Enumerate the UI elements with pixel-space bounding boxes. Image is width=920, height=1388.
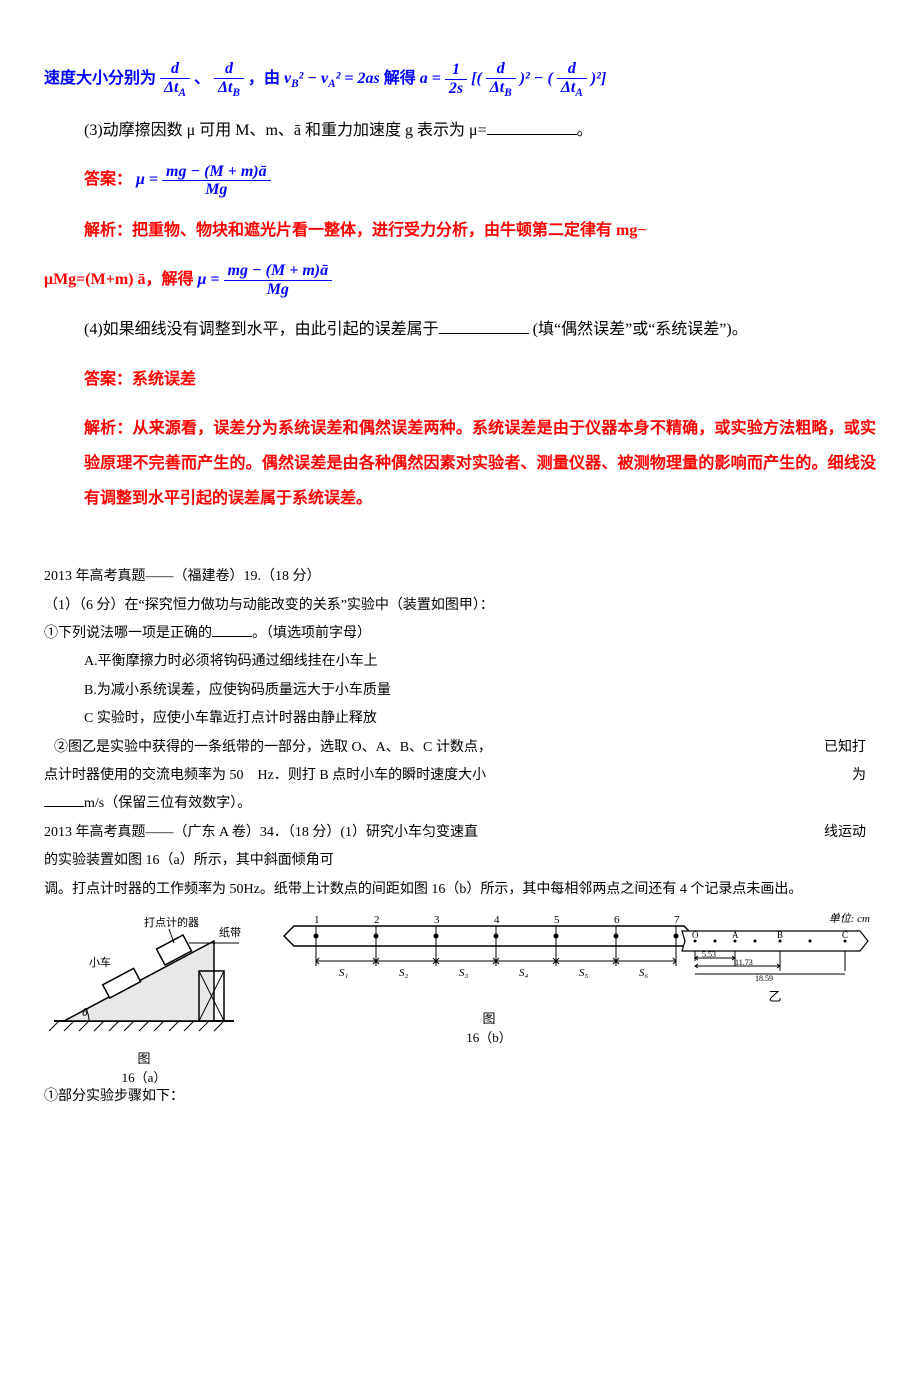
tape-label: 纸带	[219, 926, 241, 939]
frac-mu-2: mg − (M + m)ā Mg	[224, 262, 333, 298]
analysis-3: 解析：把重物、物块和遮光片看一整体，进行受力分析，由牛顿第二定律有 mg−	[44, 213, 876, 248]
txt: ，由	[248, 70, 280, 87]
frac-d-dtB-2: d ΔtB	[486, 60, 516, 99]
eq: vB² − vA² = 2as	[284, 70, 384, 87]
opt-b: B.为减小系统误差，应使钩码质量远大于小车质量	[44, 680, 876, 702]
h2b: 的实验装置如图 16（a）所示，其中斜面倾角可	[44, 850, 876, 872]
svg-text:S₆: S₆	[639, 967, 649, 979]
svg-text:6: 6	[614, 914, 620, 926]
incline-svg: 打点计的器 小车 纸带 θ	[44, 911, 244, 1041]
svg-text:3: 3	[434, 914, 440, 926]
section-2013: 2013 年高考真题——（福建卷）19.（18 分） （1）（6 分）在“探究恒…	[44, 566, 876, 1108]
question-4: (4)如果细线没有调整到水平，由此引起的误差属于 (填“偶然误差”或“系统误差”…	[44, 312, 876, 347]
svg-text:11.73: 11.73	[735, 958, 753, 967]
q2-line1: ②图乙是实验中获得的一条纸带的一部分，选取 O、A、B、C 计数点， 已知打	[44, 737, 876, 759]
svg-text:1: 1	[314, 914, 320, 926]
timer-label: 打点计的器	[144, 915, 199, 929]
fig-b-label: 图 16（b）	[274, 1008, 704, 1046]
svg-text:S₂: S₂	[399, 967, 409, 979]
svg-text:S₁: S₁	[339, 967, 349, 979]
tape-yi-svg: O A B C 5.53 11.73 18.59	[680, 926, 870, 986]
blank-speed	[44, 806, 84, 807]
blank-choice	[212, 636, 252, 637]
figure-16a: 打点计的器 小车 纸带 θ 图 16（a）	[44, 911, 244, 1086]
frac-d-dtB: d ΔtB	[214, 60, 244, 99]
question-3: (3)动摩擦因数 μ 可用 M、m、ā 和重力加速度 g 表示为 μ=。	[44, 113, 876, 148]
blank-error	[439, 333, 529, 334]
fig-a-label: 图 16（a）	[44, 1048, 244, 1086]
svg-text:18.59: 18.59	[755, 974, 773, 983]
svg-text:S₃: S₃	[459, 967, 469, 979]
q2-line3: m/s（保留三位有效数字）。	[44, 793, 876, 815]
frac-d-dtA-2: d ΔtA	[557, 60, 587, 99]
svg-text:C: C	[842, 930, 848, 940]
frac-d-dtA: d ΔtA	[160, 60, 190, 99]
svg-text:S₄: S₄	[519, 967, 529, 979]
step-1: ①部分实验步骤如下：	[44, 1086, 876, 1108]
opt-c: C 实验时，应使小车靠近打点计时器由静止释放	[44, 708, 876, 730]
q2-line2: 点计时器使用的交流电频率为 50 Hz．则打 B 点时小车的瞬时速度大小 为	[44, 765, 876, 787]
h2c: 调。打点计时器的工作频率为 50Hz。纸带上计数点的间距如图 16（b）所示，其…	[44, 879, 876, 901]
svg-text:5: 5	[554, 914, 560, 926]
heading-fujian: 2013 年高考真题——（福建卷）19.（18 分）	[44, 566, 876, 588]
heading-guangdong: 2013 年高考真题——（广东 A 卷）34．（18 分）(1）研究小车匀变速直…	[44, 822, 876, 844]
tape-b-svg: 1234567 S₁ S₂ S₃ S₄	[274, 911, 704, 1001]
svg-text:O: O	[692, 930, 699, 940]
frac-mu: mg − (M + m)ā Mg	[162, 163, 271, 199]
answer-4: 答案：系统误差	[44, 362, 876, 397]
svg-text:4: 4	[494, 914, 500, 926]
frac-half: 1 2s	[445, 61, 467, 97]
q1a: ①下列说法哪一项是正确的。（填选项前字母）	[44, 623, 876, 645]
blank-mu	[487, 134, 577, 135]
txt: 、	[194, 70, 210, 87]
tape-yi-figure: 单位: cm OABC 5.53 11.73 18.59 乙	[680, 910, 870, 1005]
txt: 速度大小分别为	[44, 70, 156, 87]
analysis-3b: μMg=(M+m) ā，解得 μ = mg − (M + m)ā Mg	[44, 262, 876, 298]
line-velocity-equation: 速度大小分别为 d ΔtA 、 d ΔtB ，由 vB² − vA² = 2as…	[44, 60, 876, 99]
analysis-4: 解析：从来源看，误差分为系统误差和偶然误差两种。系统误差是由于仪器本身不精确，或…	[44, 411, 876, 517]
answer-mu: 答案： μ = mg − (M + m)ā Mg	[44, 162, 876, 198]
svg-text:2: 2	[374, 914, 380, 926]
svg-text:B: B	[777, 930, 783, 940]
svg-text:5.53: 5.53	[702, 950, 716, 959]
car-label: 小车	[89, 955, 111, 969]
svg-text:A: A	[732, 930, 739, 940]
txt: 解得	[384, 70, 416, 87]
figure-16b: 1234567 S₁ S₂ S₃ S₄	[274, 911, 704, 1046]
opt-a: A.平衡摩擦力时必须将钩码通过细线挂在小车上	[44, 651, 876, 673]
svg-text:S₅: S₅	[579, 967, 589, 979]
q1: （1）（6 分）在“探究恒力做功与动能改变的关系”实验中（装置如图甲）：	[44, 595, 876, 617]
